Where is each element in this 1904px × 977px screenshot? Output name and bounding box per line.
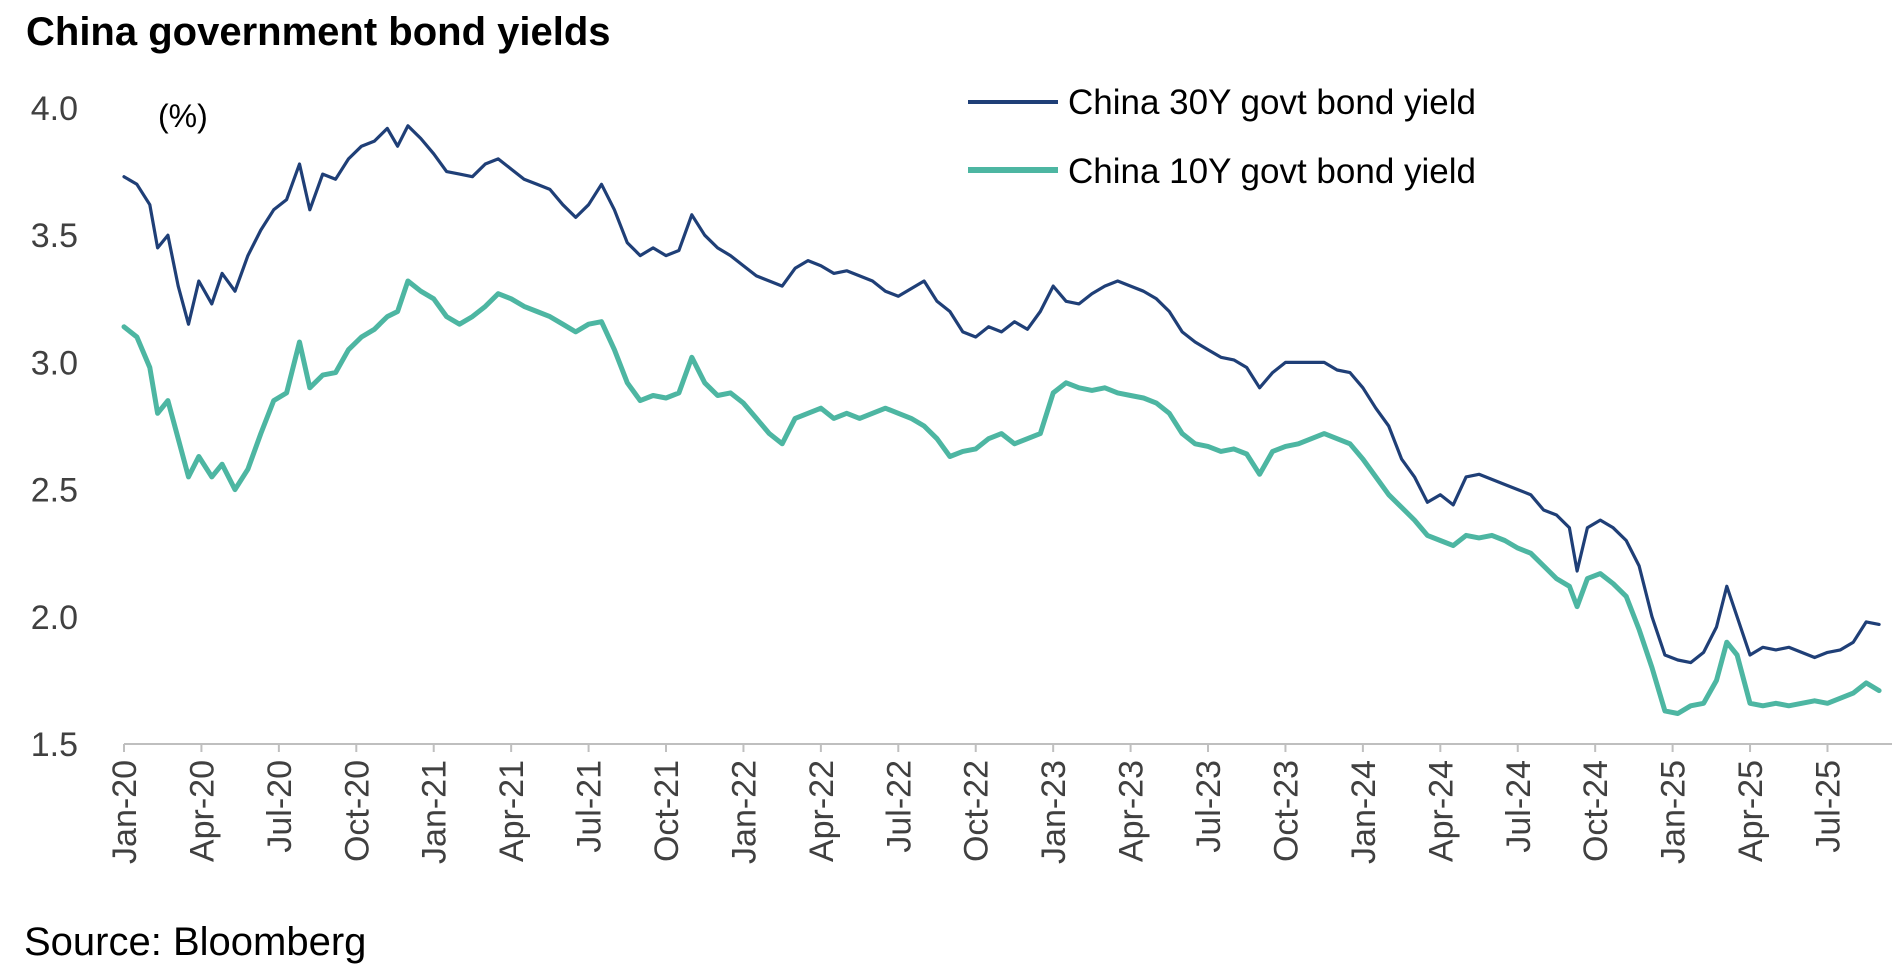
x-tick-label: Jul-25 [1809, 760, 1847, 853]
legend-label-10y: China 10Y govt bond yield [1068, 152, 1476, 191]
x-tick-label: Apr-23 [1113, 760, 1151, 862]
series-line-10y [121, 278, 1882, 716]
y-tick-label: 1.5 [31, 726, 78, 764]
x-tick-label: Jan-24 [1345, 760, 1383, 864]
x-tick-label: Jul-21 [571, 760, 609, 853]
y-tick-label: 3.0 [31, 344, 78, 382]
x-tick-label: Apr-21 [493, 760, 531, 862]
x-tick-label: Jan-22 [725, 760, 763, 864]
x-tick-label: Jan-23 [1035, 760, 1073, 864]
y-tick-label: 4.0 [31, 90, 78, 128]
series-line-30y [122, 124, 1881, 665]
x-tick-label: Apr-22 [803, 760, 841, 862]
x-tick-label: Oct-22 [958, 760, 996, 862]
x-tick-label: Jan-20 [106, 760, 144, 864]
source-note: Source: Bloomberg [24, 920, 367, 964]
x-tick-label: Jan-25 [1655, 760, 1693, 864]
x-tick-label: Jul-20 [261, 760, 299, 853]
legend-label-30y: China 30Y govt bond yield [1068, 83, 1476, 122]
x-tick-label: Apr-20 [183, 760, 221, 862]
y-tick-label: 2.0 [31, 599, 78, 637]
x-tick-label: Jul-24 [1500, 760, 1538, 853]
x-tick-label: Apr-25 [1732, 760, 1770, 862]
y-tick-label: 2.5 [31, 472, 78, 510]
x-tick-label: Oct-24 [1577, 760, 1615, 862]
x-tick-label: Jul-22 [880, 760, 918, 853]
x-tick-label: Apr-24 [1422, 760, 1460, 862]
x-tick-label: Oct-21 [648, 760, 686, 862]
x-tick-label: Oct-20 [338, 760, 376, 862]
y-axis: 4.0 3.5 3.0 2.5 2.0 1.5 [31, 90, 78, 764]
x-tick-label: Jan-21 [416, 760, 454, 864]
y-tick-label: 3.5 [31, 217, 78, 255]
chart-title: China government bond yields [26, 10, 611, 54]
x-axis: Jan-20 Apr-20 Jul-20 Oct-20 Jan-21 Apr-21 Jul-… [106, 744, 1847, 864]
x-tick-label: Oct-23 [1267, 760, 1305, 862]
x-tick-label: Jul-23 [1190, 760, 1228, 853]
legend: China 30Y govt bond yield China 10Y govt… [968, 83, 1476, 191]
y-axis-unit-label: (%) [158, 98, 208, 134]
series-layer [121, 124, 1882, 716]
